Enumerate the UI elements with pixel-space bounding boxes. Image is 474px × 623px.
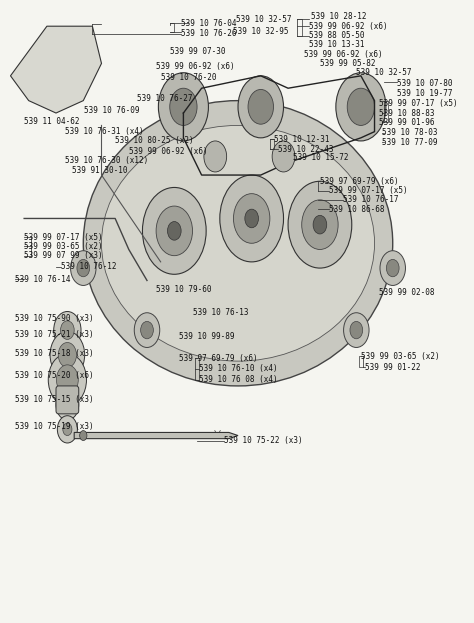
Text: 539 99 03-65 (x2): 539 99 03-65 (x2) bbox=[361, 351, 439, 361]
Ellipse shape bbox=[101, 125, 374, 361]
Text: 539 10 76-20: 539 10 76-20 bbox=[161, 72, 216, 82]
Text: 539 97 69-79 (x6): 539 97 69-79 (x6) bbox=[179, 353, 257, 363]
Text: 539 10 28-12: 539 10 28-12 bbox=[311, 12, 366, 21]
Circle shape bbox=[380, 250, 405, 285]
Text: 539 10 80-25 (x2): 539 10 80-25 (x2) bbox=[115, 136, 194, 145]
Text: 539 10 76-30 (x12): 539 10 76-30 (x12) bbox=[65, 156, 148, 165]
Text: 539 10 75-18 (x3): 539 10 75-18 (x3) bbox=[15, 349, 94, 358]
Text: 539 99 02-08: 539 99 02-08 bbox=[379, 288, 435, 297]
Text: 539 10 32-57: 539 10 32-57 bbox=[236, 16, 291, 24]
Text: 539 10 79-60: 539 10 79-60 bbox=[156, 285, 211, 294]
Text: 539 10 75-22 (x3): 539 10 75-22 (x3) bbox=[224, 436, 303, 445]
Circle shape bbox=[71, 250, 96, 285]
Circle shape bbox=[48, 354, 86, 406]
Text: 539 88 05-50: 539 88 05-50 bbox=[309, 31, 364, 40]
Text: 539 10 75-21 (x3): 539 10 75-21 (x3) bbox=[15, 330, 94, 339]
Circle shape bbox=[56, 365, 78, 394]
Circle shape bbox=[54, 312, 81, 349]
Text: 539 10 78-03: 539 10 78-03 bbox=[382, 128, 438, 138]
Text: 539 10 76-09: 539 10 76-09 bbox=[84, 106, 140, 115]
Circle shape bbox=[50, 331, 85, 379]
Text: 539 99 07-17 (x5): 539 99 07-17 (x5) bbox=[24, 232, 103, 242]
Circle shape bbox=[238, 76, 283, 138]
Text: 539 99 06-92 (x6): 539 99 06-92 (x6) bbox=[156, 62, 235, 71]
Polygon shape bbox=[74, 432, 238, 439]
Circle shape bbox=[302, 200, 338, 249]
Text: parts
fin: parts fin bbox=[155, 247, 303, 351]
Text: 539 10 76-04: 539 10 76-04 bbox=[181, 19, 237, 27]
Circle shape bbox=[350, 321, 363, 339]
Circle shape bbox=[56, 389, 79, 420]
Text: 539 99 07-30: 539 99 07-30 bbox=[170, 47, 225, 55]
Text: 539 10 76-10 (x4): 539 10 76-10 (x4) bbox=[200, 364, 278, 373]
Text: 539 10 99-89: 539 10 99-89 bbox=[179, 332, 234, 341]
Text: 539 10 75-90 (x3): 539 10 75-90 (x3) bbox=[15, 315, 94, 323]
Circle shape bbox=[63, 423, 72, 435]
Text: 539 99 01-22: 539 99 01-22 bbox=[365, 363, 421, 372]
Circle shape bbox=[220, 175, 283, 262]
Circle shape bbox=[313, 216, 327, 234]
Text: 539 10 15-72: 539 10 15-72 bbox=[292, 153, 348, 162]
Circle shape bbox=[204, 141, 227, 172]
Text: 539 10 76-12: 539 10 76-12 bbox=[61, 262, 116, 272]
Circle shape bbox=[156, 206, 192, 255]
Text: 539 99 07-17 (x5): 539 99 07-17 (x5) bbox=[379, 98, 458, 108]
Text: 539 10 07-80: 539 10 07-80 bbox=[397, 78, 453, 88]
Circle shape bbox=[80, 430, 87, 440]
Text: 539 99 07 99 (x3): 539 99 07 99 (x3) bbox=[24, 251, 103, 260]
Circle shape bbox=[336, 73, 386, 141]
Text: 539 10 76-27: 539 10 76-27 bbox=[137, 94, 192, 103]
Circle shape bbox=[272, 141, 295, 172]
Text: 539 10 88-83: 539 10 88-83 bbox=[379, 108, 435, 118]
Circle shape bbox=[245, 209, 258, 228]
Circle shape bbox=[234, 194, 270, 243]
FancyBboxPatch shape bbox=[56, 386, 79, 414]
Circle shape bbox=[57, 416, 77, 443]
Circle shape bbox=[62, 397, 73, 412]
Circle shape bbox=[347, 88, 374, 125]
Circle shape bbox=[141, 321, 154, 339]
Text: 539 99 06-92 (x6): 539 99 06-92 (x6) bbox=[129, 147, 208, 156]
Circle shape bbox=[344, 313, 369, 348]
Ellipse shape bbox=[83, 101, 393, 386]
Circle shape bbox=[248, 90, 273, 124]
Text: 539 10 13-31: 539 10 13-31 bbox=[309, 40, 364, 49]
Circle shape bbox=[167, 222, 181, 240]
Text: 539 10 75-15 (x3): 539 10 75-15 (x3) bbox=[15, 395, 94, 404]
Text: 539 10 19-77: 539 10 19-77 bbox=[397, 88, 453, 98]
Text: 539 99 01-96: 539 99 01-96 bbox=[379, 118, 435, 127]
Circle shape bbox=[61, 321, 74, 340]
Text: 539 10 12-31: 539 10 12-31 bbox=[274, 135, 330, 143]
Text: 539 97 69-79 (x6): 539 97 69-79 (x6) bbox=[320, 177, 399, 186]
Polygon shape bbox=[10, 26, 101, 113]
Circle shape bbox=[386, 259, 399, 277]
Text: 539 10 76 08 (x4): 539 10 76 08 (x4) bbox=[200, 375, 278, 384]
Text: 539 10 76-17: 539 10 76-17 bbox=[343, 196, 398, 204]
Text: 539 99 05-82: 539 99 05-82 bbox=[320, 59, 375, 68]
Text: 539 99 06-92 (x6): 539 99 06-92 (x6) bbox=[304, 50, 383, 59]
Text: 539 91 30-10: 539 91 30-10 bbox=[72, 166, 128, 174]
Text: 539 99 03-65 (x2): 539 99 03-65 (x2) bbox=[24, 242, 103, 251]
Text: 539 11 04-62: 539 11 04-62 bbox=[24, 117, 80, 126]
Circle shape bbox=[143, 188, 206, 274]
Circle shape bbox=[58, 343, 76, 368]
Circle shape bbox=[77, 259, 90, 277]
Text: 539 10 75-19 (x3): 539 10 75-19 (x3) bbox=[15, 422, 94, 430]
Circle shape bbox=[170, 88, 197, 125]
Text: 539 99 06-92 (x6): 539 99 06-92 (x6) bbox=[309, 22, 387, 31]
Text: 539 99 07-17 (x5): 539 99 07-17 (x5) bbox=[329, 186, 408, 195]
Text: 539 10 22-43: 539 10 22-43 bbox=[278, 145, 334, 153]
Text: 539 10 76-31 (x4): 539 10 76-31 (x4) bbox=[65, 127, 144, 136]
Text: 539 10 32-57: 539 10 32-57 bbox=[356, 68, 412, 77]
Circle shape bbox=[288, 181, 352, 268]
Text: 539 10 76-26: 539 10 76-26 bbox=[181, 29, 237, 38]
Circle shape bbox=[134, 313, 160, 348]
Text: 539 10 76-14: 539 10 76-14 bbox=[15, 275, 71, 283]
Text: 539 10 76-13: 539 10 76-13 bbox=[192, 308, 248, 317]
Text: 539 10 86-68: 539 10 86-68 bbox=[329, 205, 384, 214]
Circle shape bbox=[158, 73, 209, 141]
Text: 539 10 75-20 (x6): 539 10 75-20 (x6) bbox=[15, 371, 94, 380]
Text: 539 10 77-09: 539 10 77-09 bbox=[382, 138, 438, 146]
Text: 539 10 32-95: 539 10 32-95 bbox=[234, 27, 289, 36]
